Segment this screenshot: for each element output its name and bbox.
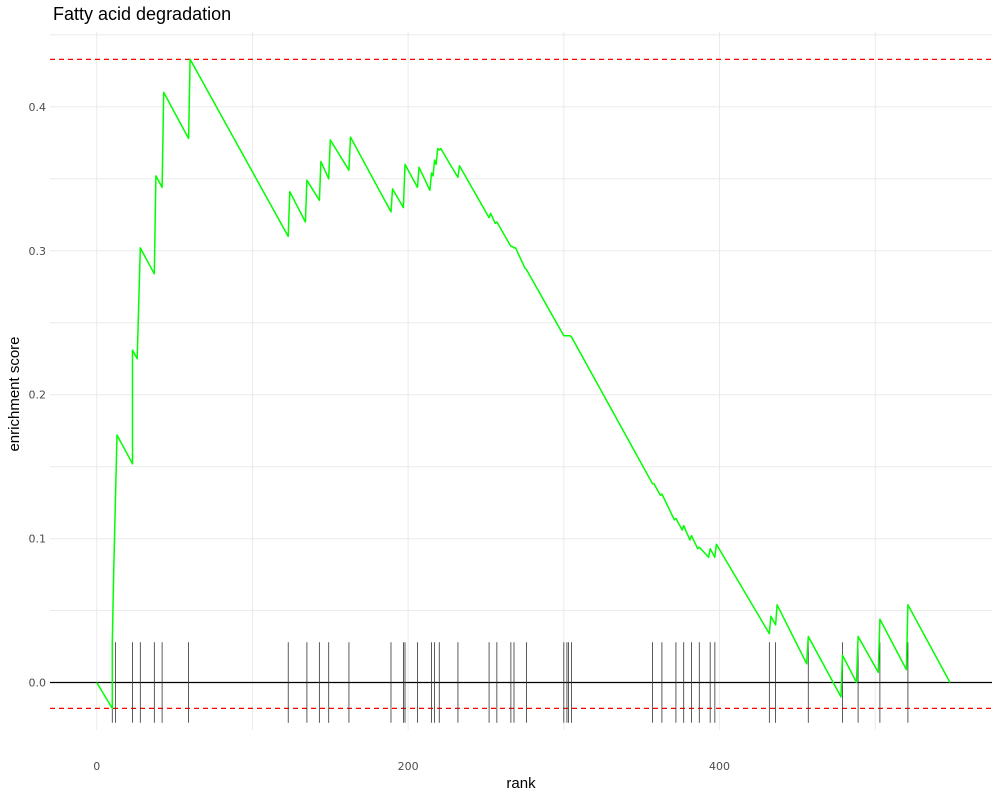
reference-lines [50,58,992,710]
x-tick-label: 400 [709,760,730,773]
enrichment-line-group [96,58,951,710]
y-tick-label: 0.2 [29,389,47,402]
tick-labels: 0 200 400 0.0 0.1 0.2 0.3 0.4 [29,101,731,773]
y-tick-label: 0.0 [29,677,47,690]
enrichment-line [96,58,951,710]
y-tick-label: 0.1 [29,533,47,546]
x-axis-label: rank [506,775,536,792]
y-axis-label: enrichment score [6,336,23,451]
y-tick-label: 0.4 [29,101,47,114]
grid [50,32,992,730]
x-tick-label: 200 [398,760,419,773]
chart-title: Fatty acid degradation [53,4,231,24]
x-tick-label: 0 [93,760,100,773]
y-tick-label: 0.3 [29,245,47,258]
